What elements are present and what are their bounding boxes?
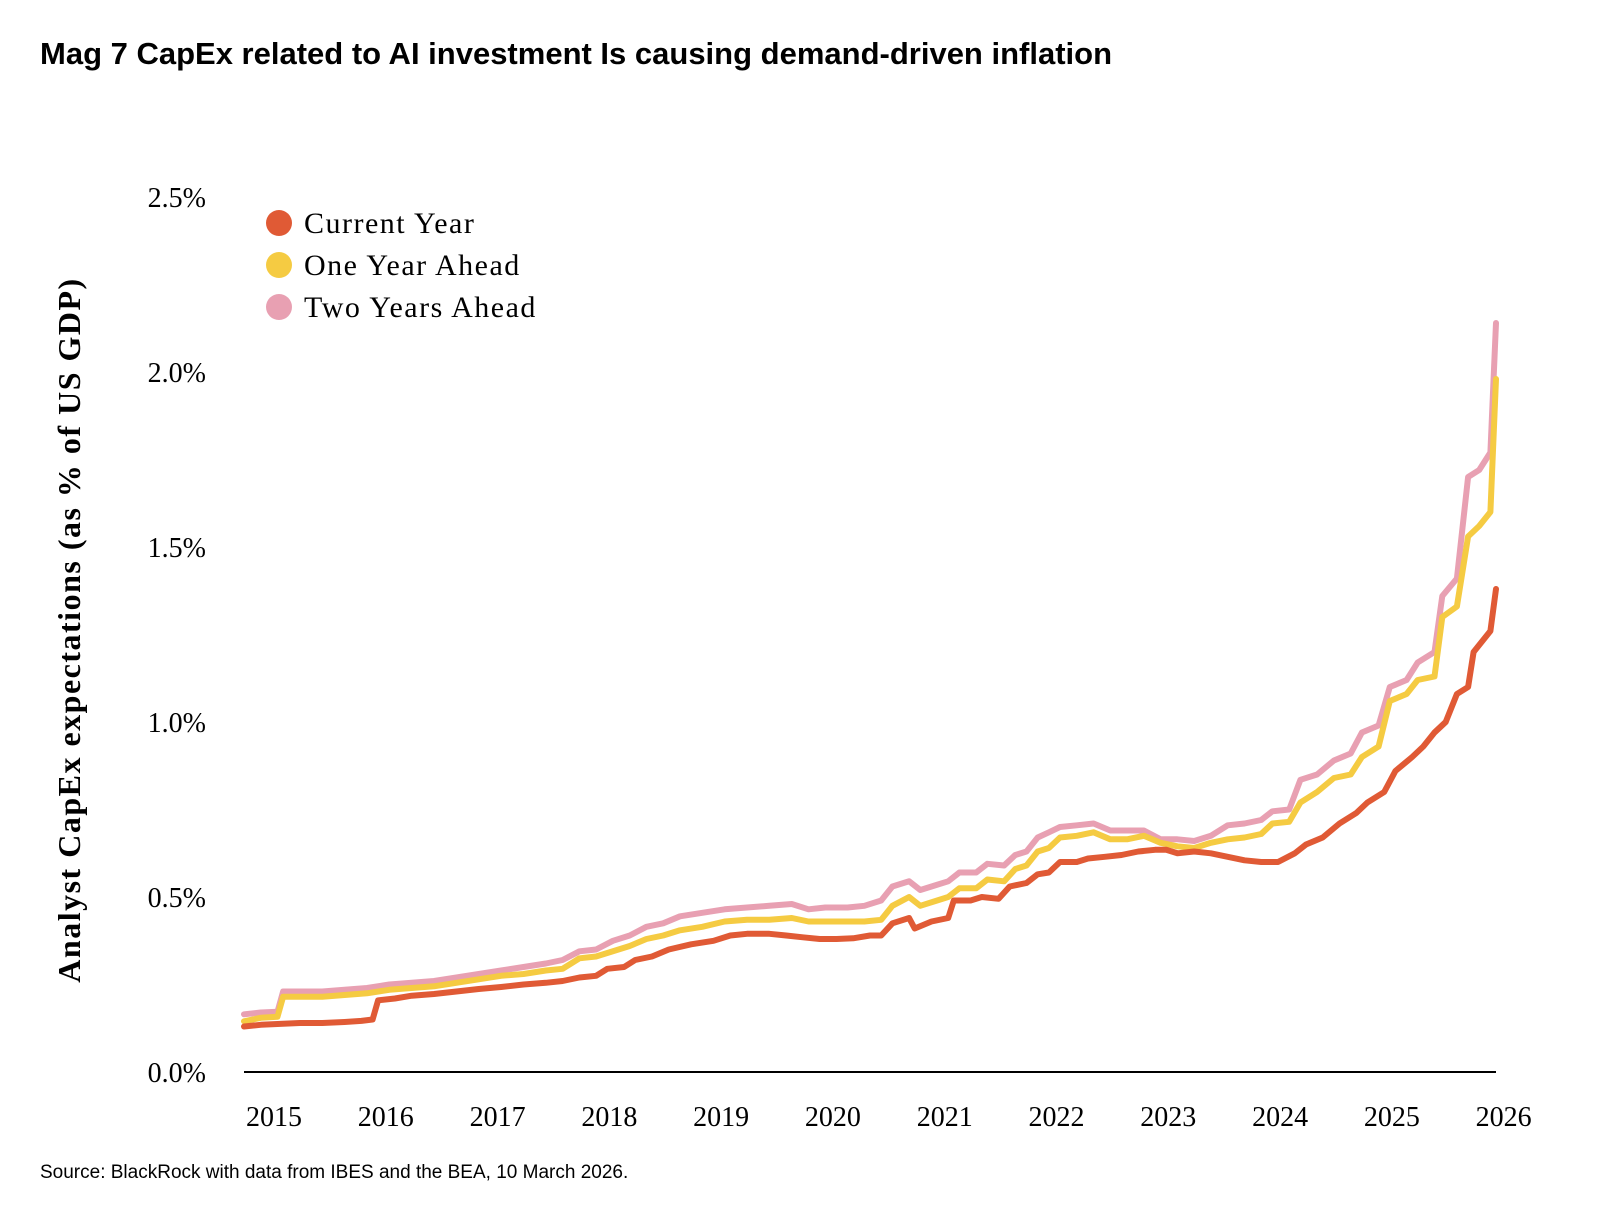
series-line-one-year-ahead — [241, 376, 1499, 1025]
x-tick-label: 2015 — [246, 1102, 302, 1133]
x-tick-label: 2017 — [470, 1102, 526, 1133]
x-tick-label: 2022 — [1029, 1102, 1085, 1133]
y-tick-label: 1.5% — [148, 533, 206, 564]
y-tick-label: 0.5% — [148, 883, 206, 914]
legend-label: One Year Ahead — [304, 249, 521, 282]
x-tick-label: 2023 — [1140, 1102, 1196, 1133]
legend-swatch — [266, 252, 292, 278]
y-tick-label: 1.0% — [148, 708, 206, 739]
legend-swatch — [266, 210, 292, 236]
series-lines — [241, 320, 1499, 1030]
series-line-two-years-ahead — [241, 320, 1499, 1018]
x-tick-label: 2025 — [1364, 1102, 1420, 1133]
legend-label: Two Years Ahead — [304, 291, 537, 324]
legend: Current Year One Year Ahead Two Years Ahea… — [266, 207, 537, 324]
x-tick-label: 2019 — [693, 1102, 749, 1133]
y-tick-label: 2.0% — [148, 358, 206, 389]
y-axis-ticks: 0.0% 0.5% 1.0% 1.5% 2.0% 2.5% — [148, 183, 206, 1089]
x-tick-label: 2024 — [1252, 1102, 1308, 1133]
y-tick-label: 2.5% — [148, 183, 206, 214]
x-tick-label: 2026 — [1476, 1102, 1532, 1133]
x-tick-label: 2016 — [358, 1102, 414, 1133]
legend-swatch — [266, 294, 292, 320]
legend-label: Current Year — [304, 207, 475, 240]
x-tick-label: 2020 — [805, 1102, 861, 1133]
chart-title: Mag 7 CapEx related to AI investment Is … — [40, 36, 1113, 71]
y-axis-title: Analyst CapEx expectations (as % of US G… — [51, 277, 87, 982]
x-tick-label: 2018 — [581, 1102, 637, 1133]
y-tick-label: 0.0% — [148, 1058, 206, 1089]
x-tick-label: 2021 — [917, 1102, 973, 1133]
source-note: Source: BlackRock with data from IBES an… — [40, 1162, 629, 1183]
x-axis-ticks: 2015 2016 2017 2018 2019 2020 2021 2022 2023 2024… — [246, 1102, 1532, 1133]
series-line-current-year — [241, 586, 1499, 1030]
